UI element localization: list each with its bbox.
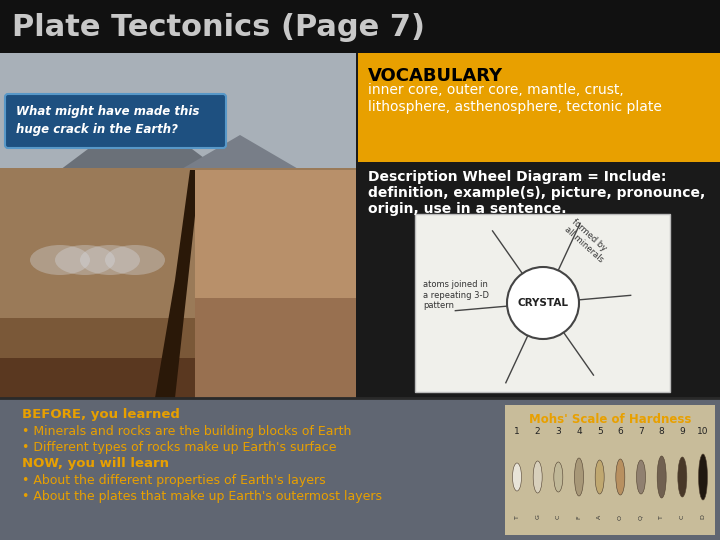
Text: • About the plates that make up Earth's outermost layers: • About the plates that make up Earth's … — [22, 490, 382, 503]
Text: • Different types of rocks make up Earth's surface: • Different types of rocks make up Earth… — [22, 441, 336, 454]
Ellipse shape — [554, 462, 563, 492]
Text: lithosphere, asthenosphere, tectonic plate: lithosphere, asthenosphere, tectonic pla… — [368, 100, 662, 114]
FancyBboxPatch shape — [0, 168, 356, 398]
Text: O: O — [618, 515, 623, 519]
Ellipse shape — [657, 456, 666, 498]
Circle shape — [507, 267, 579, 339]
Text: 3: 3 — [555, 427, 561, 436]
FancyBboxPatch shape — [195, 170, 356, 398]
Text: Mohs' Scale of Hardness: Mohs' Scale of Hardness — [528, 413, 691, 426]
Text: 7: 7 — [638, 427, 644, 436]
Text: • Minerals and rocks are the building blocks of Earth: • Minerals and rocks are the building bl… — [22, 425, 351, 438]
Text: C: C — [680, 515, 685, 519]
Ellipse shape — [636, 460, 646, 494]
Text: 9: 9 — [680, 427, 685, 436]
Text: 1: 1 — [514, 427, 520, 436]
Ellipse shape — [30, 245, 90, 275]
Text: VOCABULARY: VOCABULARY — [368, 67, 503, 85]
Text: T: T — [515, 515, 520, 519]
Ellipse shape — [595, 460, 604, 494]
Ellipse shape — [575, 458, 583, 496]
FancyBboxPatch shape — [0, 318, 356, 398]
Ellipse shape — [698, 454, 708, 500]
Ellipse shape — [513, 463, 521, 491]
Text: definition, example(s), picture, pronounce,: definition, example(s), picture, pronoun… — [368, 186, 706, 200]
Text: 10: 10 — [697, 427, 708, 436]
Ellipse shape — [80, 245, 140, 275]
Text: atoms joined in
a repeating 3-D
pattern: atoms joined in a repeating 3-D pattern — [423, 280, 489, 310]
FancyBboxPatch shape — [358, 53, 720, 162]
Ellipse shape — [105, 245, 165, 275]
Text: 5: 5 — [597, 427, 603, 436]
Ellipse shape — [55, 245, 115, 275]
Text: G: G — [535, 515, 540, 519]
FancyBboxPatch shape — [5, 94, 226, 148]
Text: D: D — [701, 515, 706, 519]
Text: formed by
all minerals: formed by all minerals — [563, 218, 613, 265]
Text: CRYSTAL: CRYSTAL — [518, 298, 569, 308]
Text: T: T — [660, 515, 664, 519]
FancyBboxPatch shape — [0, 53, 356, 398]
Ellipse shape — [678, 457, 687, 497]
FancyBboxPatch shape — [505, 405, 715, 535]
FancyBboxPatch shape — [0, 53, 356, 170]
Text: 6: 6 — [618, 427, 624, 436]
Text: Q: Q — [639, 515, 644, 519]
FancyBboxPatch shape — [195, 298, 356, 398]
FancyBboxPatch shape — [0, 0, 720, 53]
Text: • About the different properties of Earth's layers: • About the different properties of Eart… — [22, 474, 325, 487]
Text: BEFORE, you learned: BEFORE, you learned — [22, 408, 180, 421]
Text: 8: 8 — [659, 427, 665, 436]
Ellipse shape — [616, 459, 625, 495]
Text: 4: 4 — [576, 427, 582, 436]
Text: Description Wheel Diagram = Include:: Description Wheel Diagram = Include: — [368, 170, 667, 184]
Polygon shape — [180, 135, 300, 170]
Text: origin, use in a sentence.: origin, use in a sentence. — [368, 202, 567, 216]
Text: 2: 2 — [535, 427, 541, 436]
Text: Plate Tectonics (Page 7): Plate Tectonics (Page 7) — [12, 12, 425, 42]
Text: inner core, outer core, mantle, crust,: inner core, outer core, mantle, crust, — [368, 83, 624, 97]
Ellipse shape — [534, 461, 542, 493]
Text: F: F — [577, 515, 582, 519]
Polygon shape — [60, 110, 220, 170]
FancyBboxPatch shape — [0, 398, 720, 540]
FancyBboxPatch shape — [415, 214, 670, 392]
Text: NOW, you will learn: NOW, you will learn — [22, 457, 169, 470]
Polygon shape — [155, 170, 200, 398]
Text: C: C — [556, 515, 561, 519]
FancyBboxPatch shape — [0, 358, 356, 398]
Text: What might have made this
huge crack in the Earth?: What might have made this huge crack in … — [16, 105, 199, 137]
Text: A: A — [597, 515, 602, 519]
